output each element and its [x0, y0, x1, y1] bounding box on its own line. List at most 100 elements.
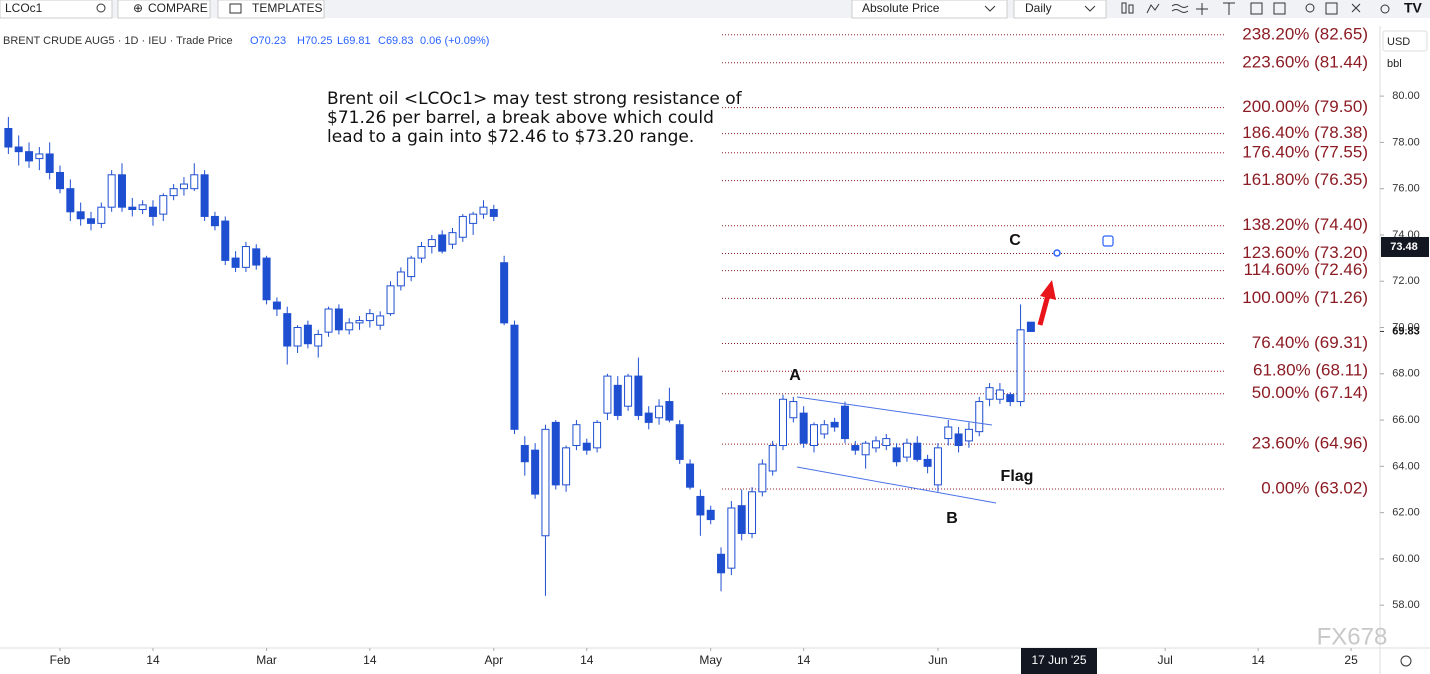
tool-icons[interactable] — [1121, 2, 1390, 15]
flag-upper-line — [796, 396, 993, 426]
candle-body — [221, 220, 230, 261]
candle-body — [76, 211, 85, 220]
candle-body — [489, 208, 498, 217]
candle-body — [1016, 329, 1025, 403]
fib-label: 50.00% (67.14) — [1252, 383, 1368, 402]
crosshair-date-badge — [1021, 648, 1097, 674]
compare-label[interactable]: COMPARE — [148, 1, 208, 15]
candle-body — [520, 445, 529, 463]
legend-low: L69.81 — [337, 35, 371, 47]
annotation-line: Brent oil <LCOc1> may test strong resist… — [327, 89, 743, 109]
candle-body — [985, 387, 994, 400]
candle-body — [107, 174, 116, 208]
candle-body — [407, 257, 416, 278]
templates-label[interactable]: TEMPLATES — [252, 1, 322, 15]
fib-label: 100.00% (71.26) — [1242, 288, 1368, 307]
candle-body — [562, 447, 571, 486]
currency-button[interactable] — [1382, 30, 1428, 52]
candle-body — [902, 442, 911, 458]
y-tick-label: 68.00 — [1392, 368, 1420, 380]
fib-label: 176.40% (77.55) — [1242, 142, 1368, 161]
candle-body — [882, 438, 891, 447]
candle-body — [500, 262, 509, 324]
candle-body — [1026, 321, 1035, 332]
candle-body — [56, 171, 65, 190]
fib-label: 61.80% (68.11) — [1253, 361, 1368, 380]
candle-body — [871, 440, 880, 449]
price-mode[interactable]: Absolute Price — [862, 1, 940, 15]
candle-body — [86, 218, 95, 224]
candle-body — [727, 507, 736, 569]
templates-button[interactable] — [217, 0, 325, 19]
candle-body — [789, 401, 798, 419]
dropdown-icon[interactable] — [1084, 5, 1096, 12]
y-tick-label: 80.00 — [1392, 90, 1420, 102]
candle-body — [438, 234, 447, 252]
candle-body — [169, 188, 178, 197]
legend-change: 0.06 (+0.09%) — [420, 35, 489, 47]
y-tick-label: 76.00 — [1392, 183, 1420, 195]
candle-body — [944, 426, 953, 440]
candle-body — [97, 206, 106, 224]
dropdown-icon[interactable] — [984, 5, 996, 12]
candle-body — [14, 146, 23, 153]
search-icon[interactable] — [96, 3, 106, 13]
y-tick-label: 78.00 — [1392, 136, 1420, 148]
candle-body — [386, 285, 395, 315]
candle-body — [995, 389, 1004, 400]
interval[interactable]: Daily — [1025, 1, 1052, 15]
candle-body — [779, 398, 788, 447]
unit[interactable]: bbl — [1387, 58, 1402, 70]
candle-body — [25, 151, 34, 162]
candle-body — [551, 421, 560, 486]
legend-close: C69.83 — [378, 35, 413, 47]
fib-label: 238.20% (82.65) — [1242, 24, 1368, 43]
y-tick-label: 62.00 — [1392, 507, 1420, 519]
candle-body — [448, 232, 457, 245]
price-mode-select[interactable] — [851, 0, 1008, 19]
point-label: B — [946, 510, 958, 527]
fib-label: 123.60% (73.20) — [1242, 243, 1368, 262]
legend-high: H70.25 — [297, 35, 332, 47]
candle-body — [324, 308, 333, 333]
candle-body — [954, 433, 963, 447]
plot-area: 238.20% (82.65) 223.60% (81.44) 200.00% (7… — [4, 24, 1368, 596]
symbol-search[interactable] — [0, 0, 113, 19]
fib-label: 0.00% (63.02) — [1261, 479, 1368, 498]
watermark: FX678 — [1317, 623, 1388, 650]
candle-body — [469, 213, 478, 224]
candle-body — [706, 509, 715, 521]
candle-body — [665, 401, 674, 421]
y-tick-label: 66.00 — [1392, 414, 1420, 426]
templates-icon[interactable] — [229, 3, 242, 14]
compare-button[interactable] — [117, 0, 211, 19]
candle-body — [314, 333, 323, 347]
candle-body — [531, 449, 540, 495]
fib-label: 138.20% (74.40) — [1242, 215, 1368, 234]
settings-icon[interactable] — [1400, 655, 1412, 667]
candle-body — [603, 375, 612, 414]
candle-body — [923, 458, 932, 467]
fib-label: 186.40% (78.38) — [1242, 123, 1368, 142]
logo: TV — [1404, 0, 1423, 16]
candle-body — [933, 447, 942, 486]
symbol[interactable]: LCOc1 — [5, 1, 43, 15]
marker-circle — [1053, 249, 1061, 257]
candle-body — [138, 204, 147, 210]
interval-select[interactable] — [1013, 0, 1107, 19]
candle-body — [634, 375, 643, 416]
x-tick-label: 14 — [580, 653, 594, 667]
compare[interactable]: ⊕ — [133, 1, 143, 15]
toolbar-bg — [0, 0, 1430, 18]
y-tick-label: 58.00 — [1392, 599, 1420, 611]
candle-body — [572, 424, 581, 447]
currency[interactable]: USD — [1387, 36, 1410, 48]
candle-body — [809, 424, 818, 447]
y-tick-label: 70.00 — [1392, 321, 1420, 333]
candle-body — [210, 215, 219, 227]
candle-body — [283, 313, 292, 347]
candle-body — [737, 505, 746, 534]
candle-body — [179, 183, 188, 190]
candle-body — [200, 174, 209, 217]
